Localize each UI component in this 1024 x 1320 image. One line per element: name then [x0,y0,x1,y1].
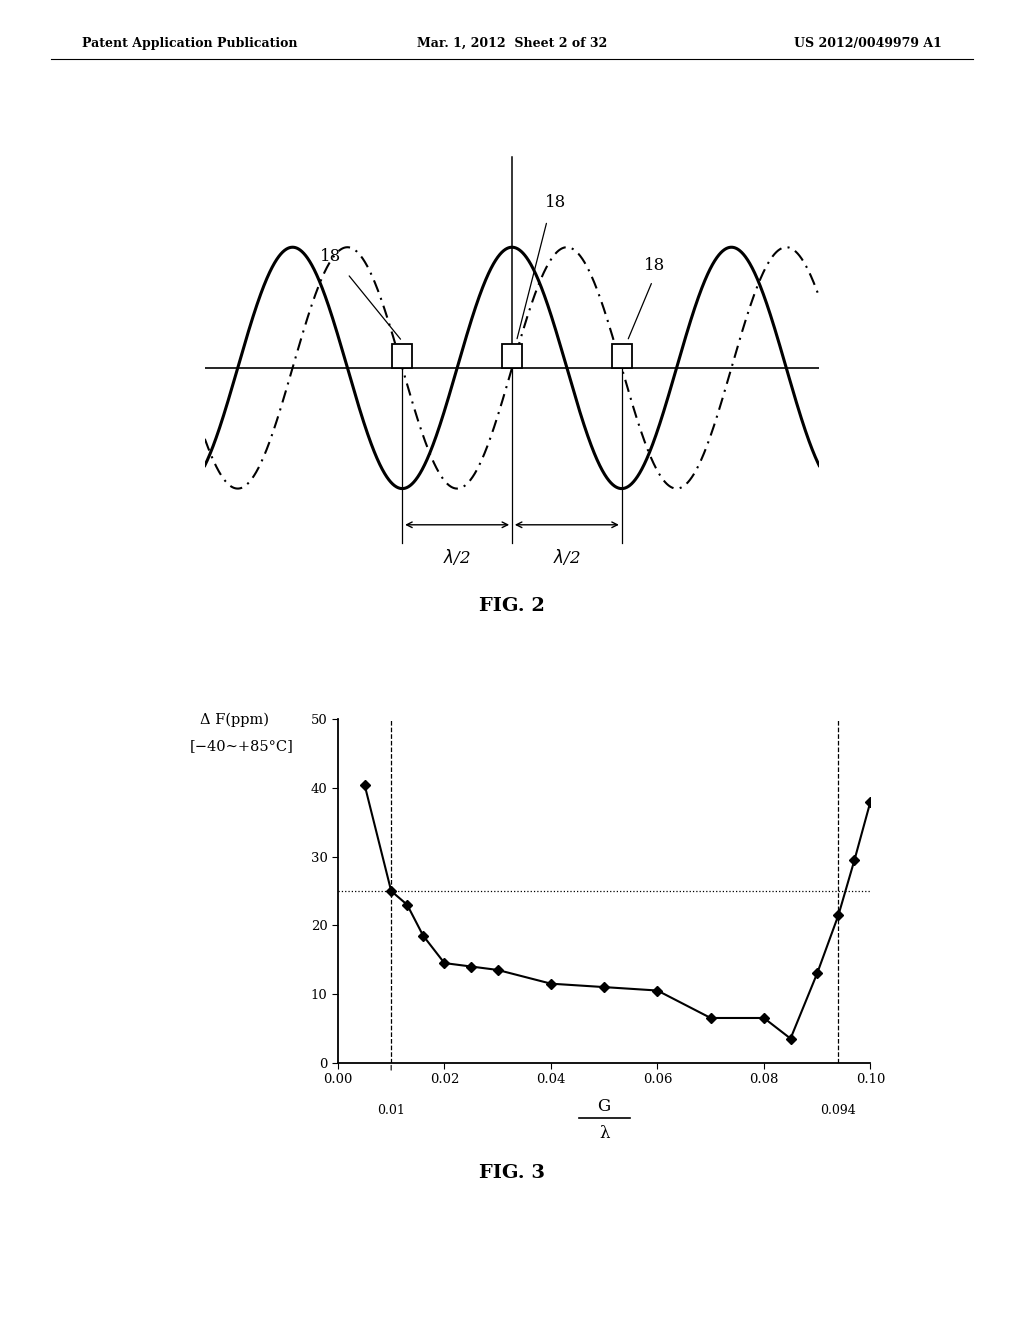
Bar [502,343,522,368]
Text: Mar. 1, 2012  Sheet 2 of 32: Mar. 1, 2012 Sheet 2 of 32 [417,37,607,50]
Text: 18: 18 [321,248,342,265]
Text: US 2012/0049979 A1: US 2012/0049979 A1 [795,37,942,50]
Text: Patent Application Publication: Patent Application Publication [82,37,297,50]
Text: 18: 18 [545,194,566,211]
Text: G: G [598,1098,610,1115]
Text: $\lambda$/2: $\lambda$/2 [553,546,581,566]
Text: 0.094: 0.094 [820,1104,856,1117]
Text: 18: 18 [644,257,665,273]
Bar [612,343,632,368]
Text: FIG. 3: FIG. 3 [479,1164,545,1183]
Text: [−40∼+85°C]: [−40∼+85°C] [189,739,293,752]
Text: Δ F(ppm): Δ F(ppm) [200,713,268,726]
Text: $\lambda$/2: $\lambda$/2 [443,546,471,566]
Text: λ: λ [599,1125,609,1142]
Text: FIG. 2: FIG. 2 [479,597,545,615]
Bar [392,343,412,368]
Text: 0.01: 0.01 [377,1104,406,1117]
